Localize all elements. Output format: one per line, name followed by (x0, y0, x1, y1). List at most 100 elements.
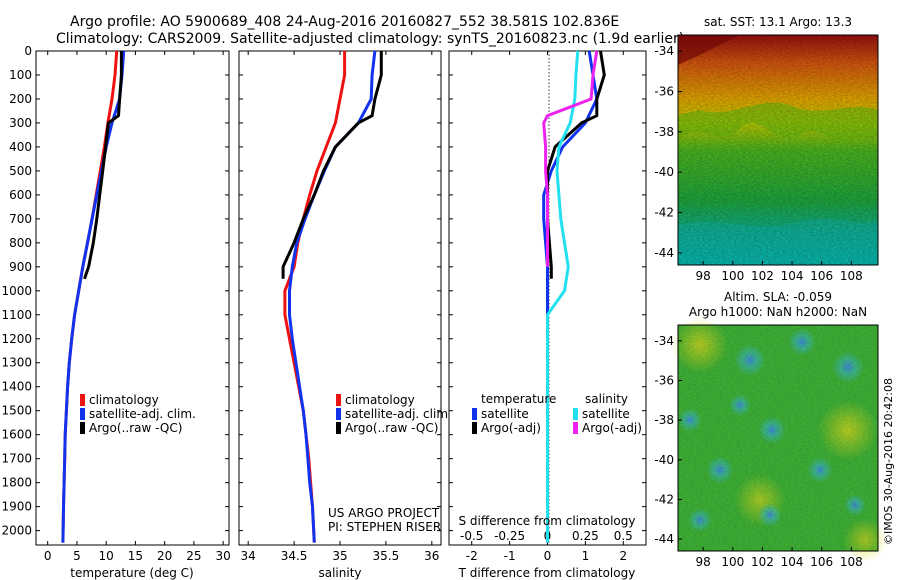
map-y-tick-label: -40 (654, 165, 674, 179)
sla-title-line2: Argo h1000: NaN h2000: NaN (689, 305, 867, 319)
legend-label-s-satellite: satellite (582, 407, 630, 421)
map-y-tick-label: -42 (654, 206, 674, 220)
y-tick-label: 300 (9, 116, 32, 130)
map-y-tick-label: -34 (654, 44, 674, 58)
series-line-argo-adj- (546, 50, 606, 279)
x-tick-label: 1 (582, 549, 590, 563)
x-tick-label: 25 (186, 549, 201, 563)
sla-texture (678, 325, 878, 551)
salinity-legend: climatology satellite-adj. clim. Argo(..… (336, 393, 452, 435)
legend-swatch-t-satellite (472, 408, 477, 420)
temperature-marks: 0100200300400500600700800900100011001200… (1, 44, 230, 563)
map-y-tick-label: -40 (654, 453, 674, 467)
legend-label-t-satellite: satellite (481, 407, 529, 421)
pi-label: PI: STEPHEN RISER (328, 520, 441, 534)
map-x-tick-label: 102 (751, 269, 774, 283)
y-tick-label: 600 (9, 188, 32, 202)
map-x-tick-label: 108 (840, 555, 863, 569)
map-y-tick-label: -34 (654, 334, 674, 348)
series-line-argo-raw-qc- (83, 51, 123, 280)
y-tick-label: 1500 (1, 404, 32, 418)
map-x-tick-label: 100 (721, 555, 744, 569)
difference-marks: -2 -1 0 1 2-0.5 -0.25 0 0.25 0.5 (449, 50, 646, 563)
y-tick-label: 1800 (1, 476, 32, 490)
salinity-xlabel: salinity (318, 566, 361, 580)
difference-legend: temperature salinity satellite Argo(-adj… (472, 392, 642, 435)
x-tick-label: 20 (157, 549, 172, 563)
y-tick-label: 1000 (1, 284, 32, 298)
map-x-tick-label: 104 (781, 269, 804, 283)
figure-title-line1: Argo profile: AO 5900689_408 24-Aug-2016… (70, 14, 619, 30)
temperature-panel: 0100200300400500600700800900100011001200… (1, 44, 230, 580)
x-top-tick-label: 0.5 (614, 529, 633, 543)
t-diff-label: T difference from climatology (458, 566, 636, 580)
legend-label-s-argo: Argo(-adj) (582, 421, 642, 435)
y-tick-label: 0 (24, 44, 32, 58)
legend-swatch-climatology (336, 394, 341, 406)
y-tick-label: 1900 (1, 500, 32, 514)
y-tick-label: 1100 (1, 308, 32, 322)
map-x-tick-label: 100 (721, 269, 744, 283)
legend-label-satellite: satellite-adj. clim. (89, 407, 196, 421)
legend-label-argo: Argo(..raw -QC) (345, 421, 438, 435)
figure-title-line2: Climatology: CARS2009. Satellite-adjuste… (56, 31, 684, 47)
sst-map-frame (677, 34, 879, 266)
x-tick-label: 36 (424, 549, 439, 563)
imos-timestamp: ©IMOS 30-Aug-2016 20:42:08 (882, 378, 895, 545)
y-tick-label: 100 (9, 68, 32, 82)
x-tick-label: 15 (128, 549, 143, 563)
y-tick-label: 200 (9, 92, 32, 106)
legend-label-argo: Argo(..raw -QC) (89, 421, 182, 435)
temperature-axes-frame (35, 50, 230, 546)
temperature-xlabel: temperature (deg C) (70, 566, 193, 580)
legend-swatch-satellite (80, 408, 85, 420)
y-tick-label: 400 (9, 140, 32, 154)
series-line-argo-adj- (542, 50, 599, 267)
series-line-satellite-adj-clim- (61, 50, 126, 543)
legend-swatch-s-satellite (573, 408, 578, 420)
sst-map-title: sat. SST: 13.1 Argo: 13.3 (704, 15, 852, 29)
map-y-tick-label: -38 (654, 413, 674, 427)
x-tick-label: 2 (619, 549, 627, 563)
temperature-legend: climatology satellite-adj. clim. Argo(..… (80, 393, 196, 435)
y-tick-label: 1300 (1, 356, 32, 370)
legend-swatch-satellite (336, 408, 341, 420)
difference-panel: -2 -1 0 1 2-0.5 -0.25 0 0.25 0.5 S difference fr… (448, 50, 647, 580)
legend-label-climatology: climatology (89, 393, 159, 407)
x-tick-label: 30 (216, 549, 231, 563)
legend-swatch-argo (336, 422, 341, 434)
x-tick-label: 34 (241, 549, 256, 563)
map-x-tick-label: 98 (696, 269, 711, 283)
x-top-tick-label: -0.5 (460, 529, 483, 543)
sst-map-panel: sat. SST: 13.1 Argo: 13.3 98 100 102 104 106… (654, 15, 879, 283)
s-diff-label: S difference from climatology (459, 514, 636, 528)
series-line-argo-raw-qc- (281, 51, 383, 279)
x-tick-label: 10 (99, 549, 114, 563)
sla-map-ticks: 98 100 102 104 106 108 -34 -36 -38 -40 -42 -44 (654, 334, 862, 569)
legend-header-salinity: salinity (585, 392, 628, 406)
x-tick-label: 34.5 (281, 549, 308, 563)
x-top-tick-label: 0.25 (572, 529, 599, 543)
map-y-tick-label: -42 (654, 492, 674, 506)
sla-title-line1: Altim. SLA: -0.059 (724, 290, 832, 304)
sst-texture (678, 35, 878, 265)
salinity-axes-frame (238, 50, 442, 546)
x-tick-label: -2 (466, 549, 478, 563)
x-tick-label: 35.5 (373, 549, 400, 563)
legend-label-satellite: satellite-adj. clim. (345, 407, 452, 421)
legend-swatch-s-argo (573, 422, 578, 434)
legend-header-temperature: temperature (481, 392, 556, 406)
project-label: US ARGO PROJECT (328, 506, 440, 520)
legend-label-t-argo: Argo(-adj) (481, 421, 541, 435)
map-y-tick-label: -44 (654, 532, 674, 546)
x-top-tick-label: -0.25 (494, 529, 525, 543)
map-x-tick-label: 98 (696, 555, 711, 569)
x-tick-label: 0 (44, 549, 52, 563)
x-tick-label: 35 (332, 549, 347, 563)
series-line-satellite (546, 50, 580, 543)
legend-swatch-climatology (80, 394, 85, 406)
salinity-marks: 34 34.5 35 35.5 36 (239, 50, 441, 563)
legend-swatch-t-argo (472, 422, 477, 434)
y-tick-label: 500 (9, 164, 32, 178)
